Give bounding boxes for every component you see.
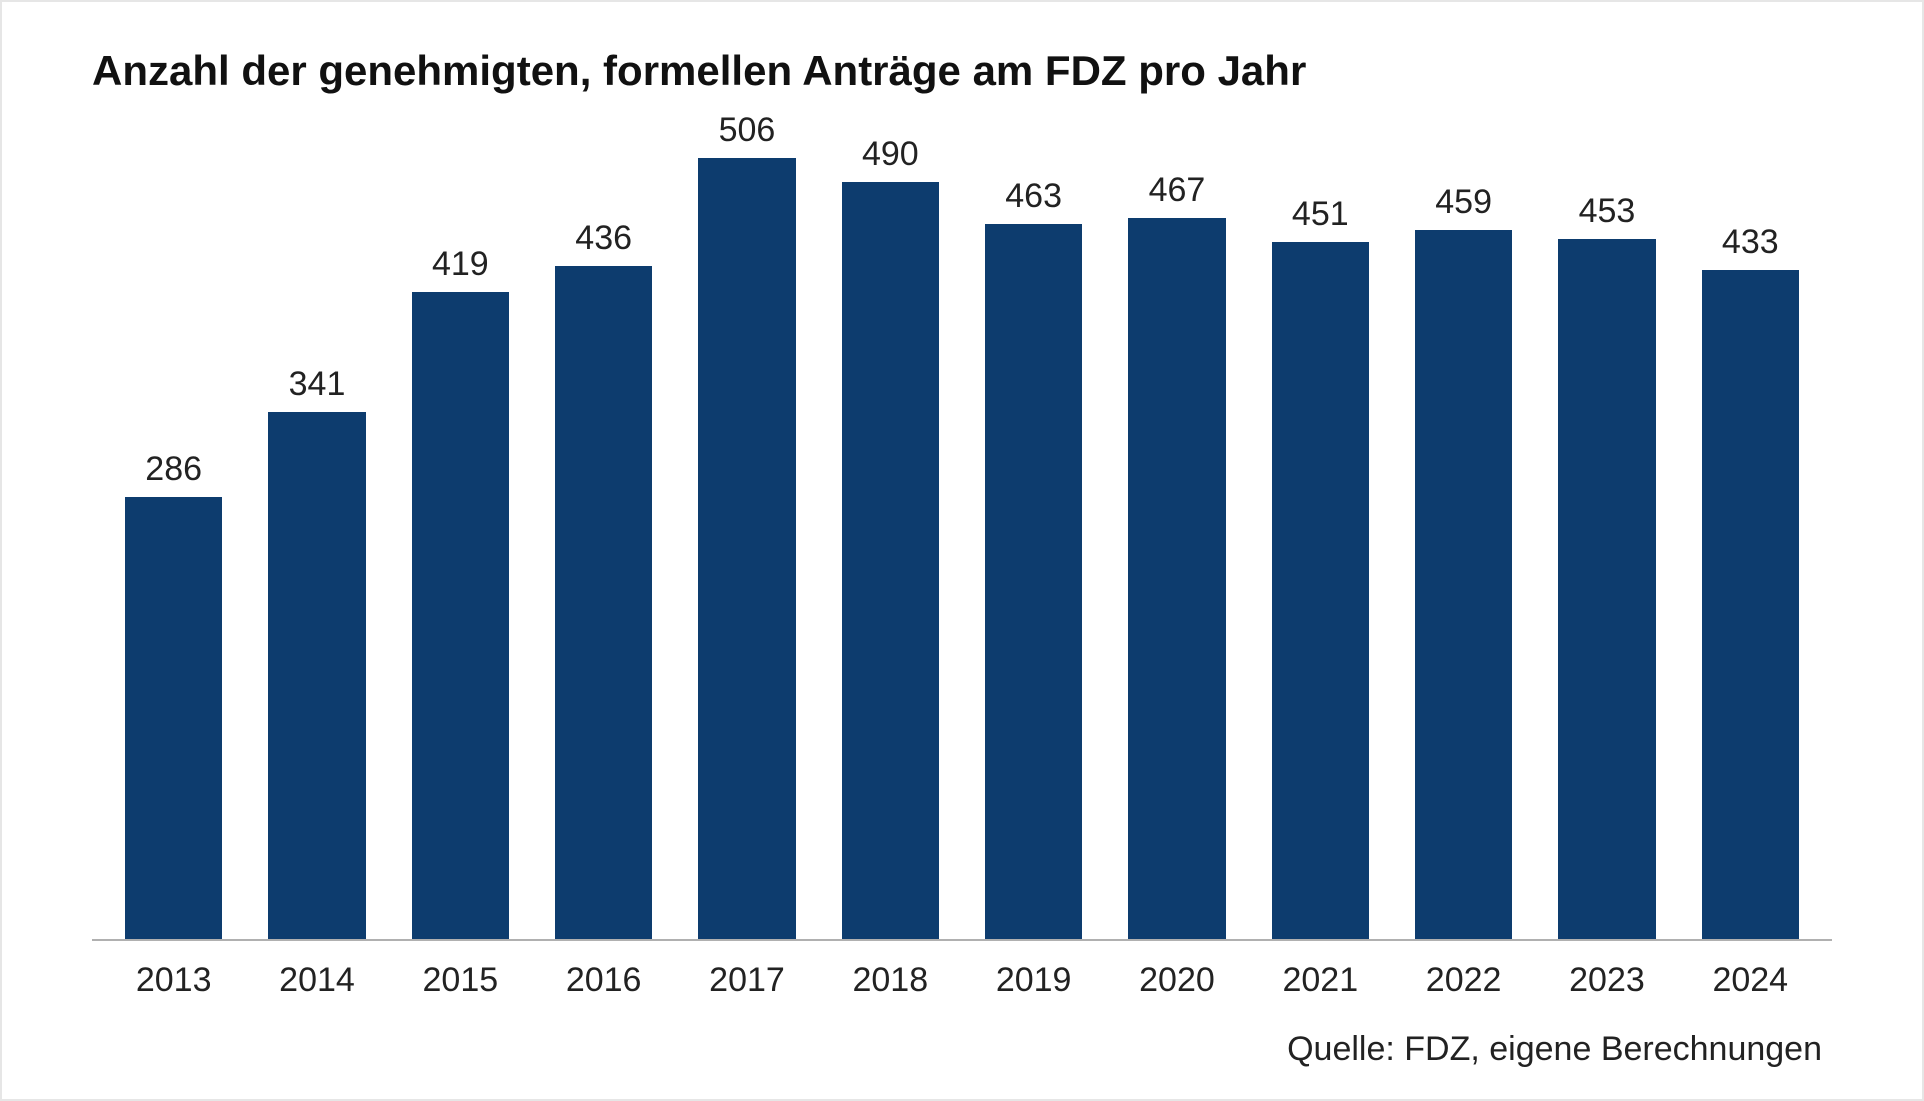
category-label: 2023: [1535, 961, 1678, 1000]
bar-value-label: 419: [432, 245, 489, 284]
bar-slot: 341: [245, 105, 388, 939]
bar-value-label: 490: [862, 135, 919, 174]
bar-rect: [1415, 230, 1512, 939]
source-text: Quelle: FDZ, eigene Berechnungen: [92, 1030, 1832, 1069]
chart-title: Anzahl der genehmigten, formellen Anträg…: [92, 47, 1832, 95]
bar-value-label: 433: [1722, 223, 1779, 262]
category-label: 2022: [1392, 961, 1535, 1000]
bar-value-label: 341: [289, 365, 346, 404]
bar-slot: 506: [675, 105, 818, 939]
category-label: 2024: [1679, 961, 1822, 1000]
bar-rect: [698, 158, 795, 939]
bar-value-label: 453: [1579, 192, 1636, 231]
bar-slot: 433: [1679, 105, 1822, 939]
bar-rect: [555, 266, 652, 939]
bar-rect: [268, 412, 365, 939]
bar-value-label: 436: [575, 219, 632, 258]
bar-value-label: 459: [1435, 183, 1492, 222]
bar-slot: 459: [1392, 105, 1535, 939]
bar-slot: 286: [102, 105, 245, 939]
bar-rect: [985, 224, 1082, 939]
plot-area: 286 341 419 436 506 490 463 467 451 459 453 433 201…: [92, 105, 1832, 1000]
bar-slot: 463: [962, 105, 1105, 939]
bar-rect: [412, 292, 509, 939]
bar-slot: 490: [819, 105, 962, 939]
category-label: 2018: [819, 961, 962, 1000]
bar-value-label: 451: [1292, 195, 1349, 234]
category-label: 2016: [532, 961, 675, 1000]
bar-value-label: 467: [1149, 171, 1206, 210]
bar-slot: 453: [1535, 105, 1678, 939]
bar-rect: [125, 497, 222, 939]
category-label: 2020: [1105, 961, 1248, 1000]
bar-slot: 419: [389, 105, 532, 939]
bar-slot: 467: [1105, 105, 1248, 939]
bar-rect: [842, 182, 939, 939]
bar-value-label: 463: [1005, 177, 1062, 216]
category-labels-row: 2013201420152016201720182019202020212022…: [92, 941, 1832, 1000]
bar-value-label: 506: [719, 111, 776, 150]
bars-row: 286 341 419 436 506 490 463 467 451 459 453 433: [92, 105, 1832, 941]
bar-rect: [1272, 242, 1369, 939]
bar-rect: [1128, 218, 1225, 939]
bar-value-label: 286: [145, 450, 202, 489]
bar-slot: 451: [1249, 105, 1392, 939]
bar-slot: 436: [532, 105, 675, 939]
category-label: 2014: [245, 961, 388, 1000]
category-label: 2015: [389, 961, 532, 1000]
category-label: 2013: [102, 961, 245, 1000]
chart-frame: Anzahl der genehmigten, formellen Anträg…: [0, 0, 1924, 1101]
bar-rect: [1558, 239, 1655, 939]
category-label: 2017: [675, 961, 818, 1000]
bar-rect: [1702, 270, 1799, 939]
category-label: 2019: [962, 961, 1105, 1000]
category-label: 2021: [1249, 961, 1392, 1000]
